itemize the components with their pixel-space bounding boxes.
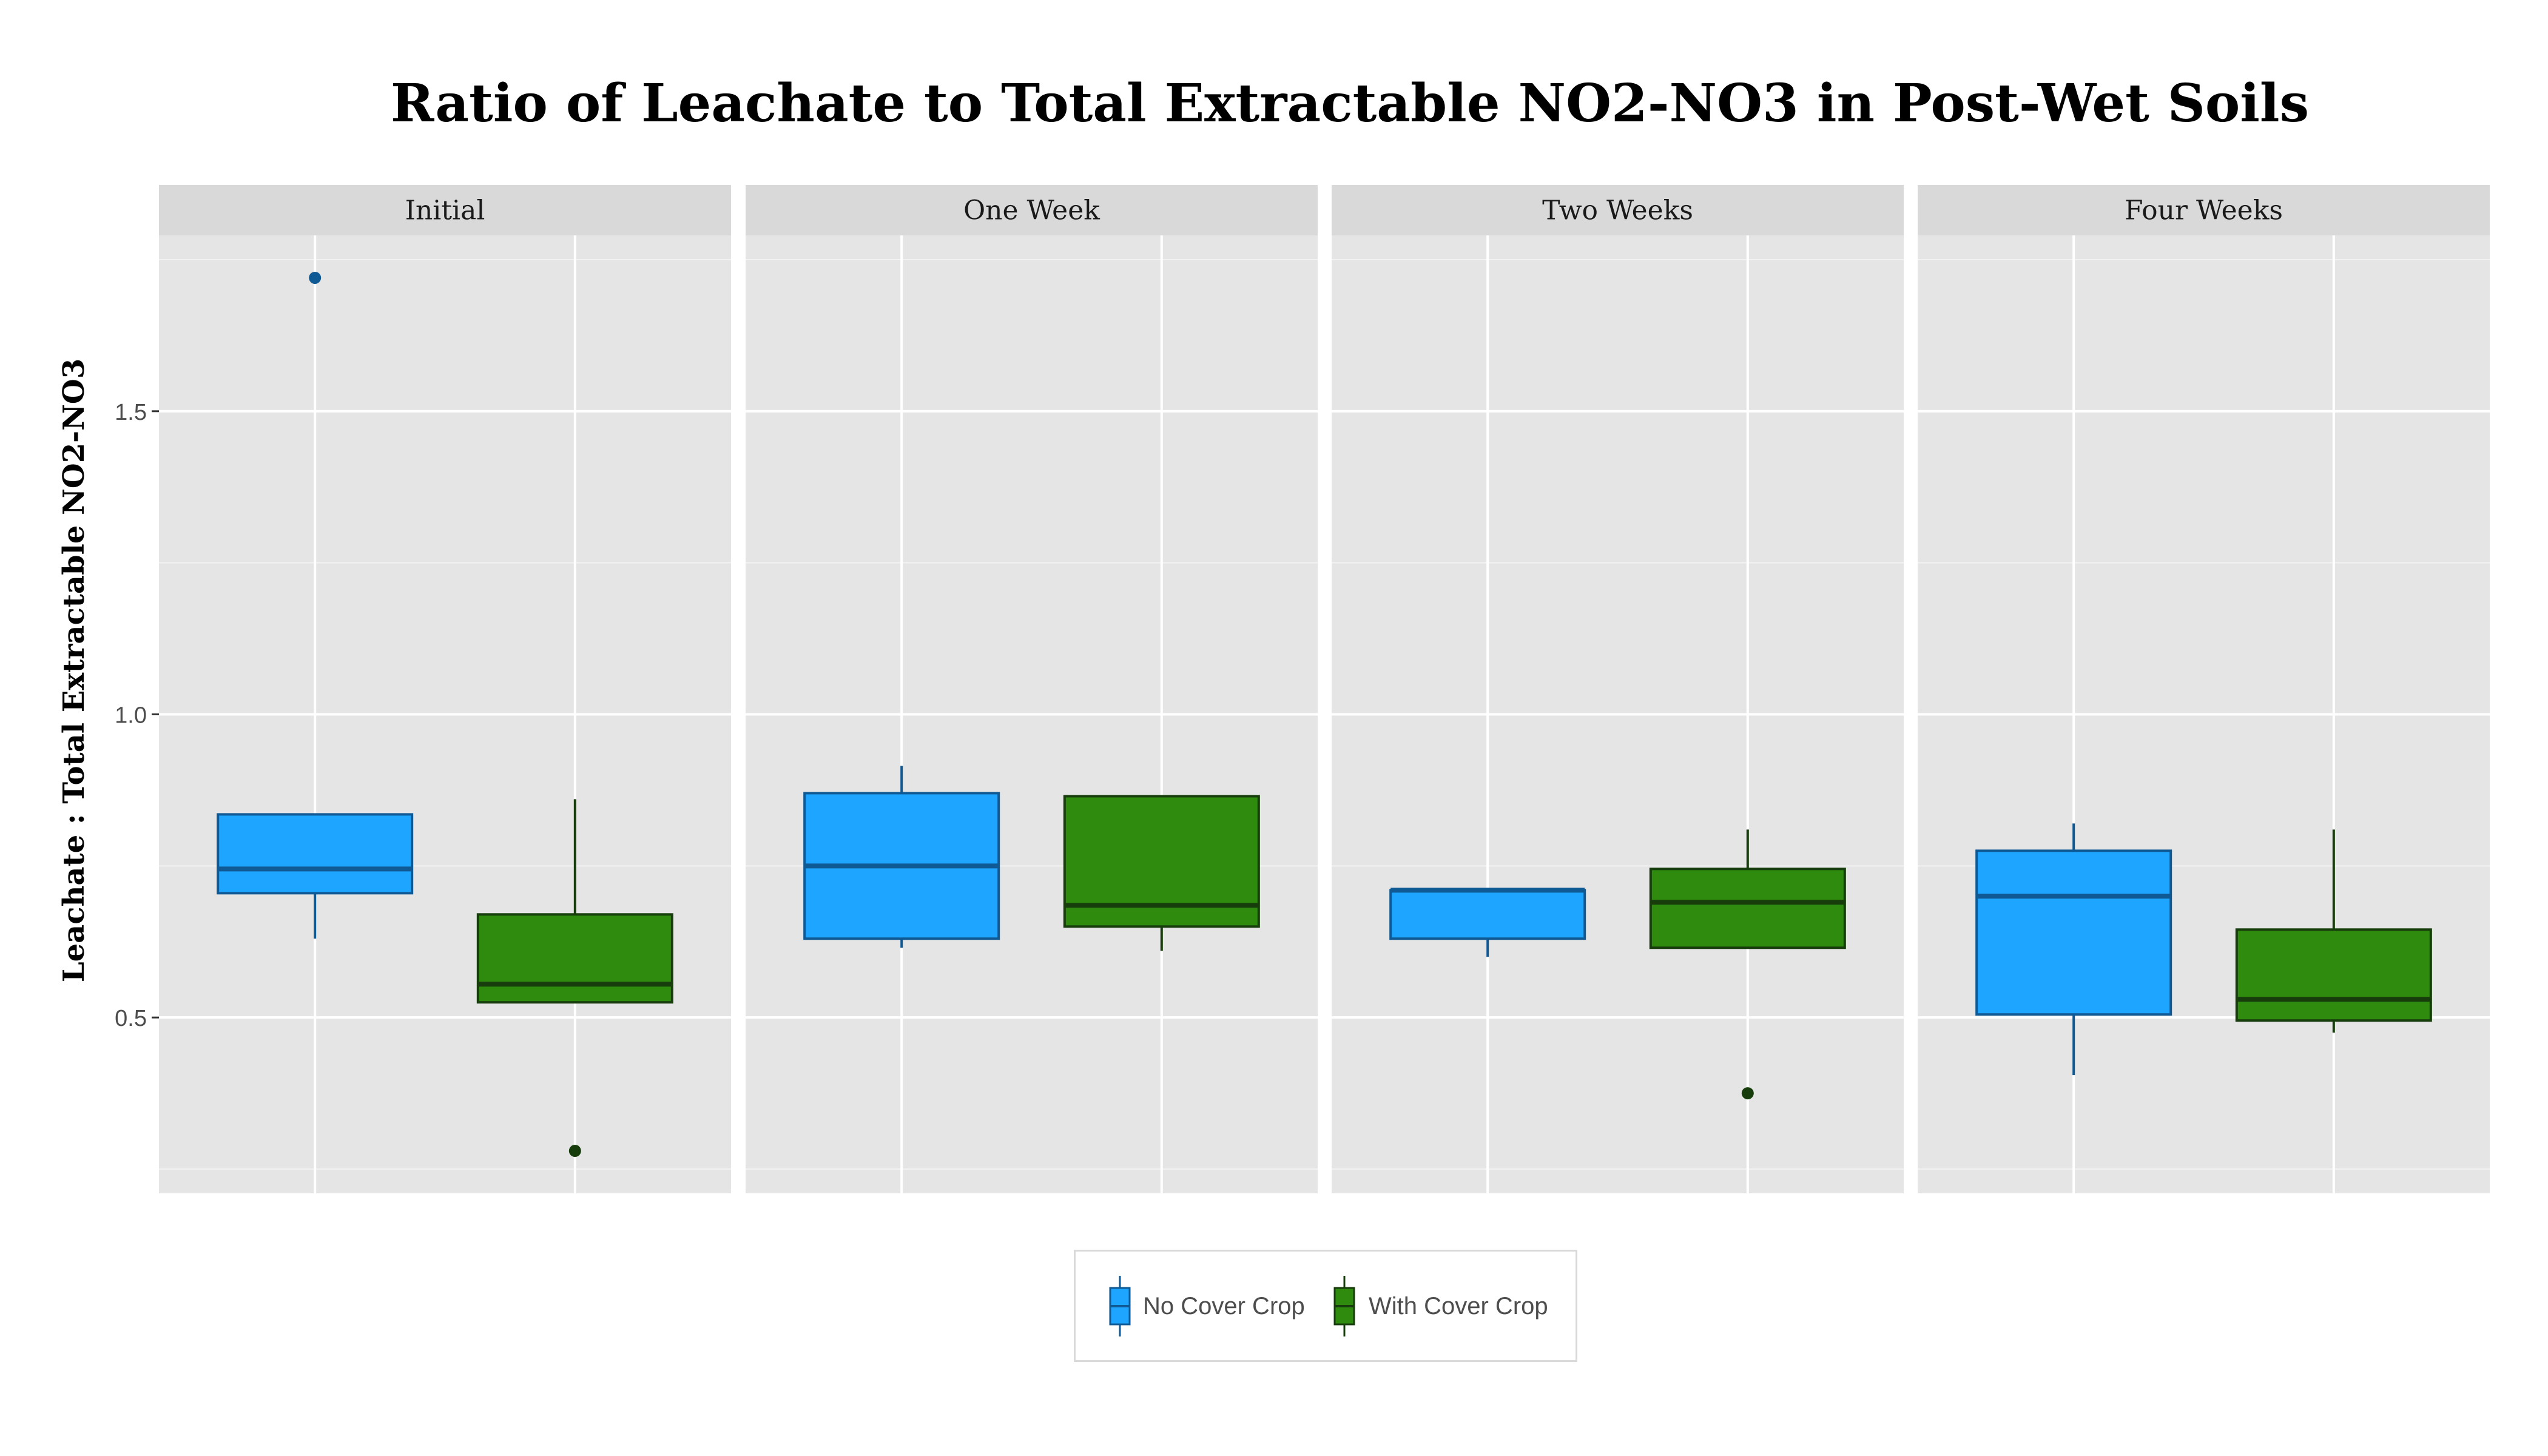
legend: No Cover Crop With Cover Crop	[1074, 1250, 1577, 1362]
legend-label-with-cover-crop: With Cover Crop	[1369, 1293, 1548, 1320]
facet-strip-one-week	[746, 185, 1318, 235]
outlier-initial-no-cover-crop	[309, 271, 322, 284]
box-two-weeks-with-cover-crop	[1649, 868, 1846, 949]
legend-key-with-cover-crop	[1333, 1276, 1355, 1336]
chart-title: Ratio of Leachate to Total Extractable N…	[390, 73, 2309, 134]
legend-key-no-cover-crop	[1109, 1276, 1131, 1336]
facet-strip-two-weeks	[1332, 185, 1904, 235]
facet-label-initial: Initial	[405, 195, 485, 226]
box-four-weeks-no-cover-crop	[1975, 849, 2172, 1016]
facet-label-one-week: One Week	[963, 195, 1100, 226]
box-four-weeks-with-cover-crop	[2235, 928, 2432, 1022]
y-tick-label: 1.5	[115, 400, 147, 425]
outlier-initial-with-cover-crop	[568, 1145, 581, 1158]
facet-label-two-weeks: Two Weeks	[1542, 195, 1693, 226]
facet-label-four-weeks: Four Weeks	[2125, 195, 2283, 226]
box-two-weeks-no-cover-crop	[1389, 889, 1586, 940]
box-initial-with-cover-crop	[476, 913, 673, 1004]
box-initial-no-cover-crop	[217, 813, 414, 895]
facet-strip-four-weeks	[1918, 185, 2490, 235]
legend-label-no-cover-crop: No Cover Crop	[1143, 1293, 1305, 1320]
y-tick-label: 1.0	[115, 703, 147, 729]
outlier-two-weeks-with-cover-crop	[1741, 1087, 1754, 1100]
y-tick-label: 0.5	[115, 1006, 147, 1031]
facet-strip-initial	[159, 185, 731, 235]
